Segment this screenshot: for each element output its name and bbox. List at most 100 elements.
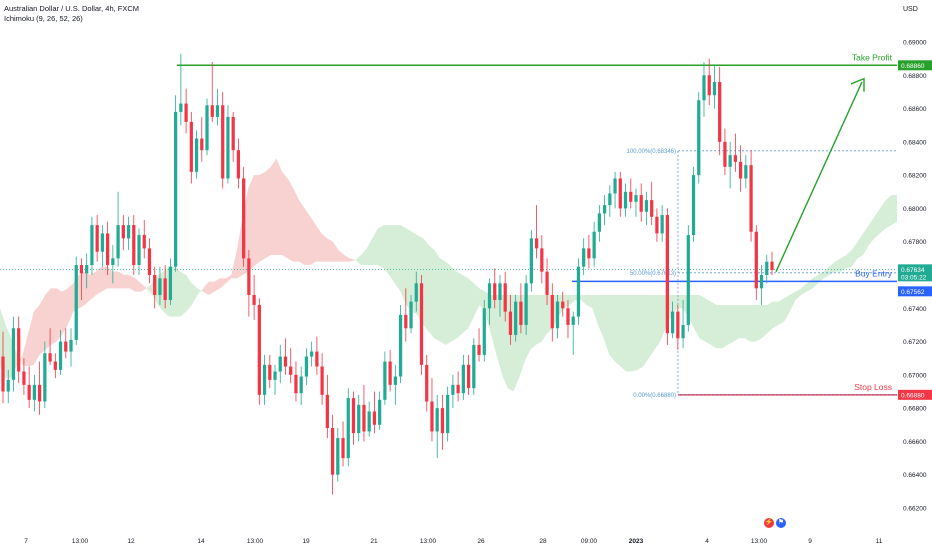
bearish-candle [121, 215, 125, 251]
bullish-candle [482, 299, 486, 362]
bullish-candle [111, 245, 115, 284]
time-tick-label: 14 [197, 538, 205, 545]
bearish-candle [718, 66, 722, 156]
candle-body [456, 384, 460, 394]
bearish-candle [351, 391, 356, 445]
candle-body [702, 75, 706, 101]
stop-loss-price-tag: 0.66880 [898, 389, 932, 400]
candle-body [325, 394, 329, 429]
time-tick-label: 13:00 [751, 538, 768, 545]
candle-body [419, 283, 424, 365]
candle-body [357, 404, 361, 434]
candle-body [179, 103, 183, 112]
candle-body [566, 308, 570, 325]
bearish-candle [132, 215, 136, 275]
target-arrow [775, 81, 863, 272]
bearish-candle [242, 166, 246, 267]
time-tick-label: 13:00 [247, 538, 264, 545]
candle-body [634, 195, 638, 202]
candle-body [650, 200, 654, 217]
bullish-candle [514, 294, 518, 342]
bearish-candle [508, 294, 513, 345]
candle-body [221, 105, 225, 179]
candle-body [27, 384, 31, 400]
candle-body [17, 328, 21, 372]
candle-body [472, 344, 476, 389]
price-axis[interactable]: 0.69000 0.68800 0.68600 0.68400 0.68200 0.680… [898, 40, 932, 513]
bearish-candle [738, 145, 743, 192]
bearish-candle [247, 250, 251, 317]
candle-body [482, 308, 486, 355]
candle-body [121, 225, 125, 239]
candle-body [487, 283, 492, 309]
bearish-candle [425, 354, 429, 412]
bullish-candle [100, 225, 105, 267]
candle-body [341, 438, 345, 459]
candle-body [409, 301, 413, 329]
bullish-candle [398, 304, 403, 384]
candle-body [534, 238, 539, 249]
candle-body [707, 75, 711, 96]
candle-body [194, 138, 199, 172]
bullish-candle [85, 253, 89, 289]
bearish-candle [106, 221, 110, 275]
lightning-icon[interactable]: ⚡ [764, 518, 774, 528]
candle-body [461, 364, 465, 394]
bearish-candle [561, 291, 565, 317]
bearish-candle [440, 394, 445, 450]
bearish-candle [79, 258, 84, 300]
bearish-candle [142, 220, 146, 259]
candle-body [430, 401, 434, 432]
bullish-candle [744, 155, 748, 189]
candle-body [226, 116, 230, 179]
bearish-candle [221, 91, 225, 189]
candle-body [686, 235, 690, 325]
candle-body [597, 213, 601, 232]
candle-body [508, 311, 513, 335]
candle-body [362, 404, 366, 432]
time-tick-label: 19 [302, 538, 310, 545]
bearish-candle [325, 374, 329, 439]
time-axis[interactable]: 7 13:00 12 14 13:00 19 21 13:00 26 28 09:00 2023 4 13… [24, 538, 883, 545]
symbol-title[interactable]: Australian Dollar / U.S. Dollar, 4h, FXC… [4, 4, 140, 13]
bearish-candle [503, 271, 507, 322]
price-tick-label: 0.68800 [903, 73, 927, 80]
bullish-candle [409, 294, 413, 334]
indicator-label[interactable]: Ichimoku (9, 26, 52, 26) [4, 14, 83, 23]
candle-body [310, 351, 314, 357]
time-tick-label: 26 [477, 538, 485, 545]
bullish-candle [174, 95, 178, 272]
bullish-candle [555, 294, 560, 339]
candle-body [524, 283, 528, 325]
bearish-candle [48, 328, 52, 365]
bullish-candle [524, 275, 528, 335]
bullish-candle [728, 141, 732, 189]
candle-body [330, 428, 335, 475]
price-tick-label: 0.69000 [903, 40, 927, 47]
bearish-candle [540, 235, 544, 284]
candle-body [346, 398, 350, 459]
candle-body [644, 200, 649, 212]
candle-body [728, 155, 732, 167]
bearish-candle [231, 111, 235, 162]
countdown-text: 03:05:22 [901, 274, 927, 281]
bearish-candle [629, 178, 633, 209]
bullish-candle [226, 105, 230, 184]
bearish-candle [17, 316, 21, 384]
candle-body [676, 311, 680, 339]
us-flag-icon[interactable]: ⚑ [776, 518, 786, 528]
price-tag-bg [898, 286, 932, 297]
bearish-candle [587, 235, 591, 269]
bullish-candle [6, 369, 10, 404]
time-tick-label: 28 [539, 538, 547, 545]
bullish-candle [623, 183, 628, 217]
candle-body [602, 205, 607, 214]
candle-body [126, 225, 131, 239]
price-tick-label: 0.66200 [903, 506, 927, 513]
bearish-candle [37, 361, 42, 415]
candle-body [1, 356, 5, 392]
bearish-candle [22, 358, 26, 395]
candle-body [100, 233, 105, 252]
